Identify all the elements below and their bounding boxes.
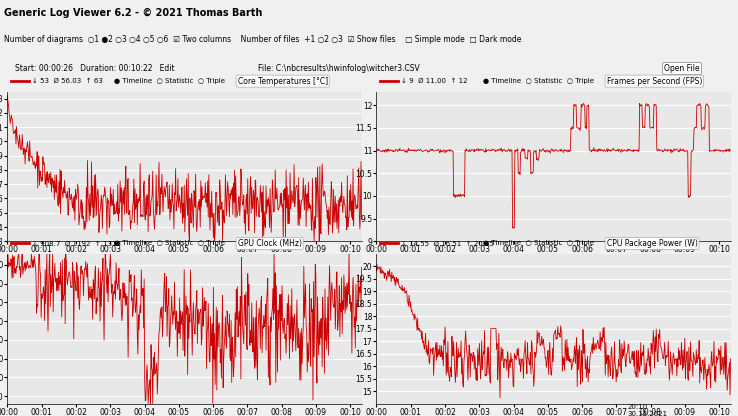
Text: Open File: Open File	[664, 64, 700, 73]
Text: ● Timeline  ○ Statistic  ○ Triple: ● Timeline ○ Statistic ○ Triple	[483, 78, 593, 84]
Text: Number of diagrams  ○1 ●2 ○3 ○4 ○5 ○6  ☑ Two columns    Number of files  +1 ○2 ○: Number of diagrams ○1 ●2 ○3 ○4 ○5 ○6 ☑ T…	[4, 35, 521, 44]
Text: ↓ 14.55  Ø 16.51  ↑ 20.55: ↓ 14.55 Ø 16.51 ↑ 20.55	[401, 240, 494, 246]
Text: GPU Clock (MHz): GPU Clock (MHz)	[238, 239, 302, 248]
Text: ↓ 53  Ø 56.03  ↑ 63: ↓ 53 Ø 56.03 ↑ 63	[32, 78, 103, 84]
X-axis label: Time: Time	[543, 256, 564, 265]
Text: Core Temperatures [°C]: Core Temperatures [°C]	[238, 77, 328, 86]
Text: ● Timeline  ○ Statistic  ○ Triple: ● Timeline ○ Statistic ○ Triple	[483, 240, 593, 246]
Text: Frames per Second (FPS): Frames per Second (FPS)	[607, 77, 702, 86]
Text: Generic Log Viewer 6.2 - © 2021 Thomas Barth: Generic Log Viewer 6.2 - © 2021 Thomas B…	[4, 7, 262, 17]
Text: 20:10
30.12.2021: 20:10 30.12.2021	[627, 404, 667, 416]
Text: ● Timeline  ○ Statistic  ○ Triple: ● Timeline ○ Statistic ○ Triple	[114, 240, 224, 246]
Text: ● Timeline  ○ Statistic  ○ Triple: ● Timeline ○ Statistic ○ Triple	[114, 78, 224, 84]
X-axis label: Time: Time	[174, 256, 195, 265]
Text: CPU Package Power (W): CPU Package Power (W)	[607, 239, 697, 248]
Text: Start: 00:00:26   Duration: 00:10:22   Edit: Start: 00:00:26 Duration: 00:10:22 Edit	[15, 64, 174, 73]
Text: ↓ 9  Ø 11.00  ↑ 12: ↓ 9 Ø 11.00 ↑ 12	[401, 78, 468, 84]
Text: ↓ 908.7  Ø 1192  ↑ 1313: ↓ 908.7 Ø 1192 ↑ 1313	[32, 240, 121, 246]
Text: File: C:\nbcresults\hwinfolog\witcher3.CSV: File: C:\nbcresults\hwinfolog\witcher3.C…	[258, 64, 420, 73]
